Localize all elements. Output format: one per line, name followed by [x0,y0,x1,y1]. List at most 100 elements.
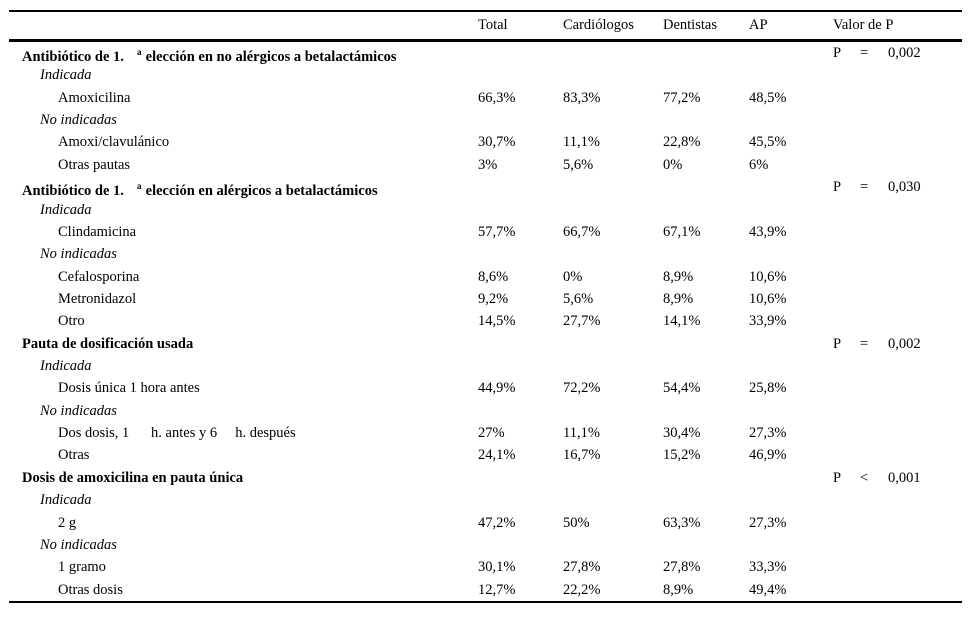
section-title: Antibiótico de 1. a elección en no alérgic… [22,42,397,68]
cell-ap: 49,4% [749,581,787,598]
cell-ap: 10,6% [749,290,787,307]
table-header: Total Cardiólogos Dentistas AP Valor de … [9,10,962,42]
subcategory-row: Indicada [9,64,962,86]
ordinal-superscript: a [136,48,142,58]
cell-ap: 25,8% [749,380,787,397]
data-row: 1 gramo 30,1% 27,8% 27,8% 33,3% [9,556,962,578]
data-row: Amoxi/clavulánico 30,7% 11,1% 22,8% 45,5% [9,131,962,153]
data-row: Cefalosporina 8,6% 0% 8,9% 10,6% [9,266,962,288]
cell-cardiologos: 22,2% [563,581,601,598]
column-header-ap: AP [749,17,768,33]
cell-dentistas: 8,9% [663,290,694,307]
cell-total: 47,2% [478,514,516,531]
section-title: Pauta de dosificación usada [22,333,193,355]
subcategory-label: No indicadas [40,536,117,553]
subcategory-row: No indicadas [9,109,962,131]
cell-cardiologos: 50% [563,514,590,531]
cell-total: 57,7% [478,223,516,240]
row-label: Otro [58,313,85,330]
row-label: 2 g [58,514,77,531]
section-title-rest: elección en no alérgicos a betalactámico… [145,48,397,65]
column-header-total: Total [478,17,508,33]
subcategory-label: No indicadas [40,112,117,129]
row-label: Metronidazol [58,290,137,307]
cell-dentistas: 14,1% [663,313,701,330]
cell-dentistas: 63,3% [663,514,701,531]
subcategory-label: No indicadas [40,246,117,263]
section-title: Dosis de amoxicilina en pauta única [22,467,243,489]
cell-cardiologos: 0% [563,268,583,285]
cell-dentistas: 30,4% [663,425,701,442]
cell-cardiologos: 5,6% [563,156,594,173]
p-operator: = [860,179,869,196]
data-row: Dos dosis, 1 h. antes y 6 h. después 27% 1… [9,422,962,444]
section-title-text: Antibiótico de 1. [22,48,124,65]
subcategory-label: Indicada [40,492,92,509]
data-row: Otras pautas 3% 5,6% 0% 6% [9,154,962,176]
p-value: 0,001 [888,469,921,486]
subcategory-row: Indicada [9,199,962,221]
p-value: 0,030 [888,179,921,196]
cell-ap: 33,3% [749,559,787,576]
cell-ap: 10,6% [749,268,787,285]
cell-ap: 27,3% [749,514,787,531]
row-label: Clindamicina [58,223,137,240]
cell-ap: 45,5% [749,134,787,151]
p-label: P [833,469,842,486]
data-row: Amoxicilina 66,3% 83,3% 77,2% 48,5% [9,87,962,109]
p-operator: < [860,469,869,486]
cell-ap: 33,9% [749,313,787,330]
subcategory-label: Indicada [40,358,92,375]
subcategory-label: Indicada [40,201,92,218]
cell-dentistas: 8,9% [663,268,694,285]
column-header-cardiologos: Cardiólogos [563,17,634,33]
subcategory-row: No indicadas [9,400,962,422]
data-row: 2 g 47,2% 50% 63,3% 27,3% [9,512,962,534]
cell-cardiologos: 11,1% [563,134,600,151]
cell-total: 8,6% [478,268,509,285]
section-title-text: Dosis de amoxicilina en pauta única [22,469,244,486]
cell-dentistas: 27,8% [663,559,701,576]
cell-dentistas: 22,8% [663,134,701,151]
cell-total: 27% [478,425,505,442]
cell-cardiologos: 66,7% [563,223,601,240]
ordinal-superscript: a [136,182,142,193]
cell-cardiologos: 16,7% [563,447,601,464]
cell-dentistas: 8,9% [663,581,694,598]
subcategory-row: Indicada [9,355,962,377]
data-row: Clindamicina 57,7% 66,7% 67,1% 43,9% [9,221,962,243]
column-header-dentistas: Dentistas [663,17,717,33]
column-header-valor-de-p: Valor de P [833,17,894,33]
data-row: Metronidazol 9,2% 5,6% 8,9% 10,6% [9,288,962,310]
cell-cardiologos: 72,2% [563,380,601,397]
data-row: Otro 14,5% 27,7% 14,1% 33,9% [9,310,962,332]
cell-ap: 43,9% [749,223,787,240]
cell-ap: 6% [749,156,769,173]
cell-cardiologos: 11,1% [563,425,600,442]
data-row: Otras dosis 12,7% 22,2% 8,9% 49,4% [9,579,962,601]
cell-cardiologos: 27,8% [563,559,601,576]
cell-dentistas: 0% [663,156,683,173]
section-row: Dosis de amoxicilina en pauta única P <0,0… [9,467,962,489]
row-label: Cefalosporina [58,268,140,285]
cell-total: 44,9% [478,380,516,397]
p-label: P [833,45,842,61]
section-row: Pauta de dosificación usada P = 0,002 [9,333,962,355]
p-operator: = [860,45,869,61]
cell-total: 66,3% [478,89,516,106]
cell-dentistas: 67,1% [663,223,701,240]
row-label: Otras [58,447,90,464]
p-label: P [833,335,842,352]
cell-dentistas: 77,2% [663,89,701,106]
cell-dentistas: 15,2% [663,447,701,464]
table-rows: Antibiótico de 1. a elección en no alérgic… [9,42,962,603]
section-title-text: Antibiótico de 1. [22,182,124,199]
data-row: Otras 24,1% 16,7% 15,2% 46,9% [9,444,962,466]
cell-total: 30,1% [478,559,516,576]
section-title: Antibiótico de 1. a elección en alérgicos … [22,176,378,202]
cell-cardiologos: 5,6% [563,290,594,307]
section-row: Antibiótico de 1. a elección en alérgicos … [9,176,962,199]
row-label: Dosis única 1 hora antes [58,380,200,397]
subcategory-label: Indicada [40,67,92,84]
